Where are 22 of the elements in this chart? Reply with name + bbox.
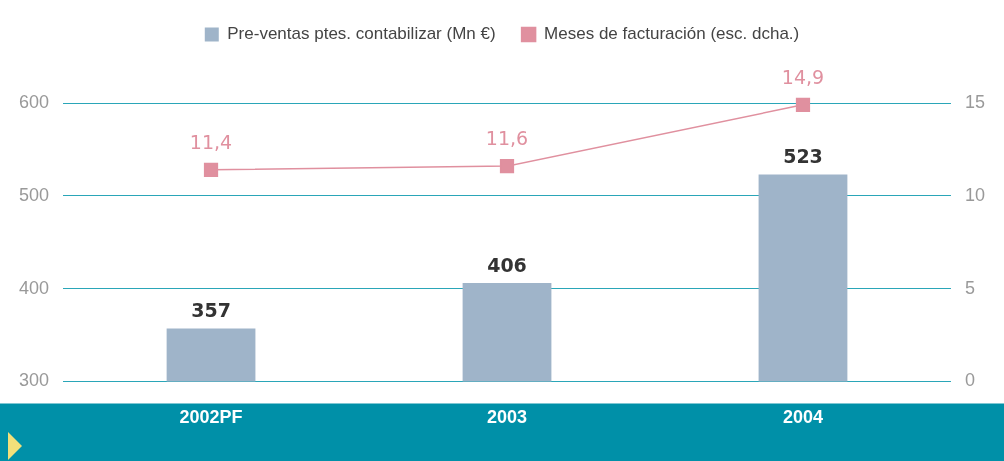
y-tick-label: 300	[18, 370, 50, 391]
y-tick-label: 500	[18, 184, 50, 205]
point	[795, 97, 811, 112]
data-label: 523	[783, 145, 823, 168]
data-label: 14,9	[781, 65, 825, 88]
x-tick-label: 2002PF	[179, 407, 243, 428]
point	[203, 162, 219, 177]
legend-label: Pre-ventas ptes. contabilizar (Mn €)	[227, 24, 496, 44]
data-label: 357	[191, 299, 231, 322]
x-tick-label: 2003	[486, 407, 528, 428]
data-label: 11,6	[485, 127, 529, 150]
point	[499, 158, 515, 174]
y2-tick-label: 5	[964, 277, 975, 298]
y2-tick-label: 15	[964, 91, 986, 112]
x-tick-label: 2004	[782, 407, 824, 428]
data-label: 11,4	[189, 130, 233, 153]
y2-tick-label: 0	[964, 370, 975, 391]
y2-tick-label: 10	[964, 184, 986, 205]
legend-label: Meses de facturación (esc. dcha.)	[544, 24, 800, 44]
y-tick-label: 400	[18, 277, 50, 298]
y-tick-label: 600	[18, 91, 50, 112]
data-label: 406	[487, 253, 527, 276]
